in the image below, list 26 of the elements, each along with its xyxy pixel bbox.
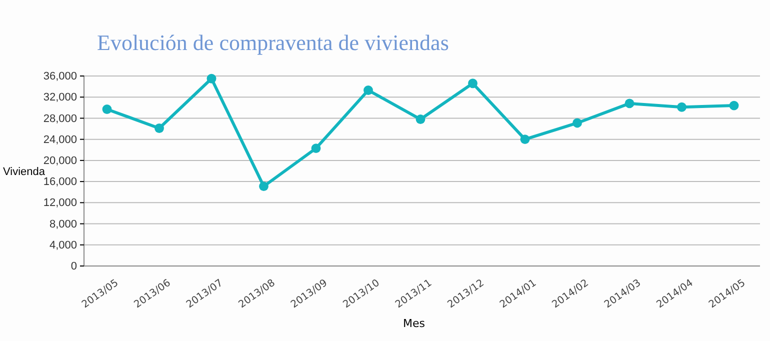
y-tick-label: 24,000 <box>43 134 77 146</box>
point <box>154 124 164 133</box>
y-tick-label: 0 <box>70 260 77 273</box>
y-tick-label: 16,000 <box>43 176 77 188</box>
y-tick-label: 20,000 <box>43 154 77 167</box>
y-axis-title: Vivienda <box>3 166 46 178</box>
point <box>311 144 321 154</box>
y-tick-label: 8,000 <box>49 218 77 230</box>
point <box>416 114 426 124</box>
point <box>102 104 112 114</box>
point <box>206 74 216 84</box>
chart-title: Evolución de compraventa de viviendas <box>97 30 449 55</box>
point <box>468 78 478 88</box>
point <box>364 86 373 95</box>
y-tick-label: 12,000 <box>43 197 77 210</box>
point <box>572 118 582 128</box>
point <box>520 134 530 144</box>
point <box>729 100 739 110</box>
y-tick-label: 28,000 <box>43 112 77 125</box>
y-tick-label: 36,000 <box>43 70 77 83</box>
y-tick-label: 4,000 <box>49 239 77 252</box>
y-tick-label: 32,000 <box>43 92 77 104</box>
point <box>259 182 268 192</box>
point <box>624 98 634 108</box>
x-axis-title: Mes <box>403 317 426 330</box>
point <box>677 102 686 112</box>
